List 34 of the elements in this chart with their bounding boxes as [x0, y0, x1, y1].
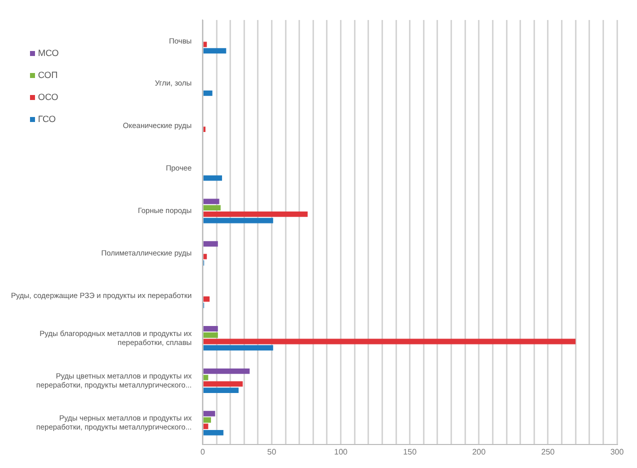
legend-label: ГСО [38, 114, 56, 124]
bar [203, 417, 211, 423]
bar [203, 218, 274, 224]
x-tick-label: 150 [403, 447, 418, 456]
bar [203, 345, 274, 351]
bar [203, 205, 221, 211]
bar [203, 42, 207, 48]
bar [203, 381, 243, 387]
bar [203, 388, 239, 393]
bar [203, 332, 218, 338]
bar [203, 48, 226, 54]
x-tick-label: 250 [541, 447, 556, 456]
x-tick-label: 50 [267, 447, 277, 456]
bar [203, 338, 576, 344]
bar [203, 254, 207, 260]
bar [203, 374, 208, 380]
bar [203, 368, 250, 374]
bar [203, 175, 222, 181]
bar [203, 326, 218, 332]
bar [203, 211, 308, 217]
bar [203, 410, 216, 416]
bar [203, 198, 220, 204]
x-tick-label: 300 [610, 447, 624, 456]
legend-label: СОП [38, 70, 58, 80]
bar [203, 241, 218, 247]
bar [203, 90, 212, 96]
bar [203, 430, 224, 436]
bar [203, 424, 208, 430]
bar [203, 296, 210, 302]
legend-label: МСО [38, 48, 59, 58]
x-tick-label: 200 [472, 447, 486, 456]
x-tick-label: 100 [334, 447, 348, 456]
x-tick-label: 0 [200, 447, 206, 456]
legend-label: ОСО [38, 92, 58, 102]
